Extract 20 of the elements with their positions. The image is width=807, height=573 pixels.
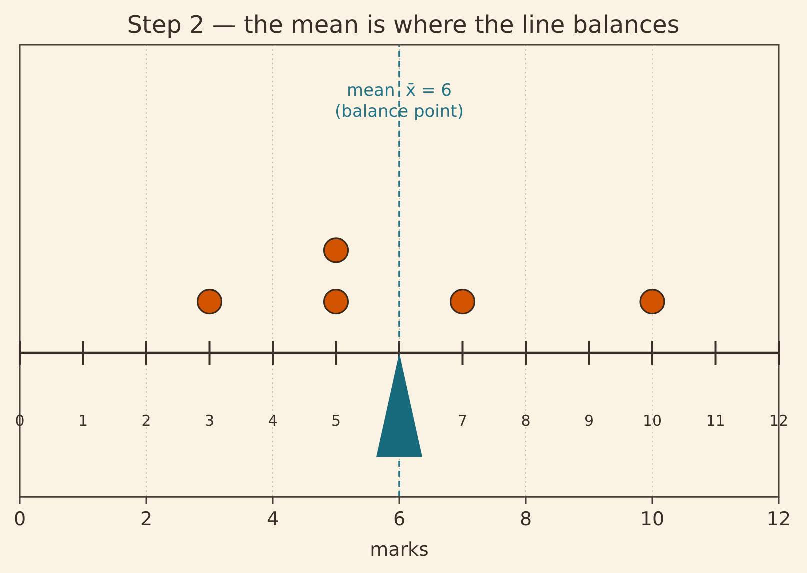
x-tick-label: 6 xyxy=(393,508,406,530)
x-tick-label: 2 xyxy=(140,508,153,530)
x-tick-label: 4 xyxy=(266,508,280,530)
ref-line-label: mean x̄ = 6 (balance point) xyxy=(335,81,464,122)
x2-tick-label: 10 xyxy=(642,412,662,430)
x2-tick-label: 9 xyxy=(584,412,594,430)
x2-tick-label: 5 xyxy=(331,412,342,430)
x2-tick-label: 2 xyxy=(142,412,152,430)
x-tick-label: 8 xyxy=(520,508,532,530)
x-tick-label: 12 xyxy=(766,508,792,530)
x2-tick-label: 3 xyxy=(204,412,215,430)
x2-tick-label: 7 xyxy=(458,412,468,430)
x2-tick-label: 8 xyxy=(521,412,531,430)
x2-tick-label: 1 xyxy=(78,412,88,430)
x-tick-label: 10 xyxy=(640,508,665,530)
x-axis-title: marks xyxy=(370,539,429,561)
chart-title: Step 2 — the mean is where the line balances xyxy=(127,11,680,39)
x-tick-label: 0 xyxy=(14,508,26,530)
x2-tick-label: 11 xyxy=(706,412,726,430)
x2-tick-label: 4 xyxy=(268,412,278,430)
